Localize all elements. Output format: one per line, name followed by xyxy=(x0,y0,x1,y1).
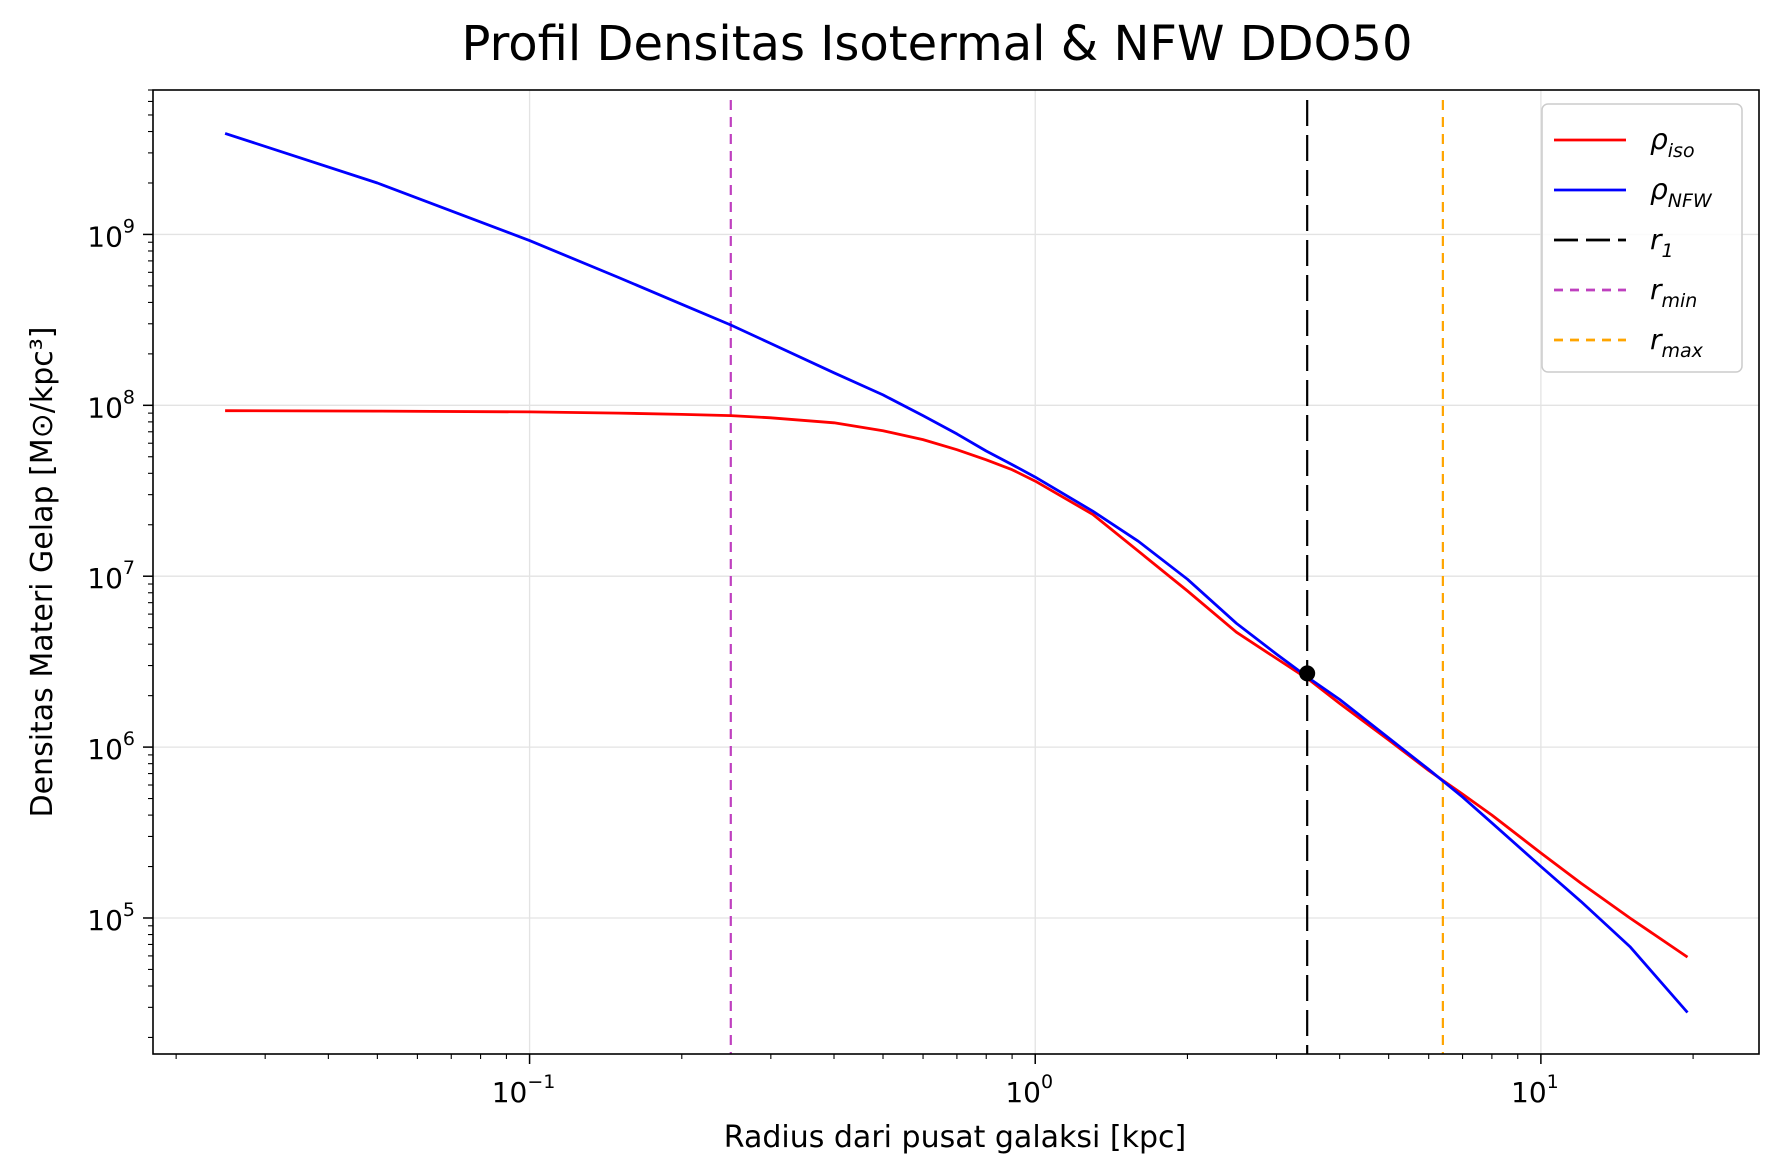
y-tick-label: 108 xyxy=(87,386,135,424)
y-tick-label: 106 xyxy=(87,728,135,766)
intersection-marker-layer xyxy=(1299,665,1316,682)
legend-label-ρiso: ρiso xyxy=(1650,123,1695,162)
y-tick-label: 105 xyxy=(87,899,135,937)
x-tick-label: 101 xyxy=(1511,1071,1559,1109)
reference-lines xyxy=(729,100,1444,1054)
legend-label-rmax: rmax xyxy=(1650,323,1704,362)
legend-label-ρNFW: ρNFW xyxy=(1650,173,1713,212)
series-ρiso xyxy=(225,409,1689,959)
series-ρNFW xyxy=(224,132,1689,1014)
legend: ρiso ρNFW r1 rmin rmax xyxy=(1541,103,1743,373)
y-tick-label: 107 xyxy=(87,557,135,595)
chart-title: Profil Densitas Isotermal & NFW DDO50 xyxy=(462,16,1413,72)
series-lines xyxy=(224,132,1689,1014)
legend-label-rmin: rmin xyxy=(1650,273,1697,312)
axis-ticks: 10−1 100 101 105 106 107 108 109 xyxy=(87,89,1694,1109)
x-tick-label: 100 xyxy=(1005,1071,1053,1109)
y-tick-label: 109 xyxy=(87,215,135,253)
intersection-marker xyxy=(1299,665,1316,682)
grid-lines xyxy=(153,90,1759,1054)
legend-box xyxy=(1541,103,1743,373)
plot-frame xyxy=(152,89,1760,1055)
y-axis-label: Densitas Materi Gelap [M⊙/kpc³] xyxy=(25,326,60,817)
legend-label-r1: r1 xyxy=(1650,223,1674,262)
x-tick-label: 10−1 xyxy=(492,1071,556,1109)
x-axis-label: Radius dari pusat galaksi [kpc] xyxy=(724,1120,1186,1155)
